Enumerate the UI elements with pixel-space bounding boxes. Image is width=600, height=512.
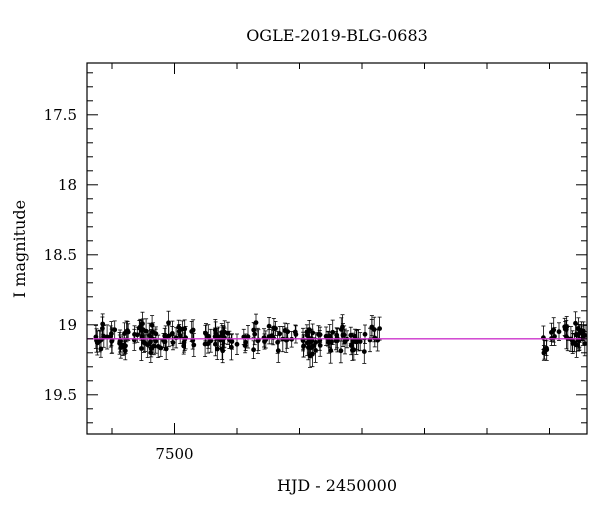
y-tick-label: 18: [58, 176, 77, 194]
y-tick-label: 19.5: [44, 386, 77, 404]
data-point: [317, 343, 323, 348]
data-point: [122, 348, 128, 354]
y-tick-label: 18.5: [44, 246, 77, 264]
data-point: [109, 338, 115, 344]
data-point: [576, 326, 581, 331]
data-point: [338, 327, 344, 332]
data-point: [369, 325, 375, 330]
data-point: [149, 322, 155, 328]
data-point: [205, 341, 211, 347]
x-tick-label: 7500: [155, 445, 193, 463]
data-point: [253, 320, 259, 325]
data-point: [572, 340, 577, 346]
data-point: [163, 334, 169, 340]
data-point: [551, 327, 557, 333]
data-point: [361, 349, 367, 354]
data-point: [177, 333, 183, 338]
data-point: [310, 351, 315, 357]
data-point: [301, 344, 306, 349]
data-point: [285, 329, 291, 335]
data-point: [181, 343, 187, 349]
data-point: [169, 331, 175, 337]
data-point: [541, 350, 547, 356]
data-point: [229, 339, 235, 344]
data-point: [158, 345, 164, 351]
data-point: [275, 348, 281, 354]
data-point: [182, 326, 188, 332]
data-point: [98, 346, 104, 352]
data-point: [125, 329, 131, 335]
y-tick-label: 17.5: [44, 106, 77, 124]
data-point: [251, 347, 256, 353]
y-axis-title: I magnitude: [10, 200, 29, 298]
data-point: [170, 340, 176, 345]
data-point: [252, 331, 258, 337]
data-point: [166, 320, 171, 326]
data-point: [234, 341, 240, 347]
data-point: [191, 342, 197, 348]
y-tick-label: 19: [58, 316, 77, 334]
data-point: [582, 341, 588, 346]
data-point: [219, 330, 225, 335]
data-point: [556, 329, 562, 335]
data-point: [143, 328, 149, 334]
data-point: [132, 332, 137, 337]
data-point: [190, 327, 196, 333]
axis-ticks: [87, 63, 587, 434]
data-point: [176, 329, 182, 334]
data-point: [292, 329, 298, 335]
data-point: [94, 340, 100, 346]
data-point: [251, 327, 257, 333]
data-point: [266, 323, 272, 329]
plot-area: [87, 310, 588, 368]
data-point: [350, 339, 356, 344]
x-axis-title: HJD - 2450000: [277, 476, 397, 495]
data-point: [562, 324, 568, 330]
data-point: [340, 332, 346, 338]
plot-frame: [86, 62, 588, 435]
data-point: [328, 348, 334, 353]
data-point: [208, 338, 214, 344]
data-point: [352, 333, 358, 339]
data-point: [313, 348, 318, 353]
data-point: [141, 340, 147, 345]
data-point: [329, 339, 334, 345]
data-point: [300, 337, 306, 342]
chart-title: OGLE-2019-BLG-0683: [246, 26, 428, 45]
data-point: [213, 331, 219, 336]
data-point: [266, 334, 272, 339]
data-point: [362, 331, 368, 337]
data-point: [220, 348, 226, 354]
data-point: [151, 343, 157, 349]
observation-points: [93, 310, 588, 368]
data-point: [148, 350, 154, 356]
data-point: [334, 332, 340, 338]
data-point: [327, 333, 333, 339]
data-point: [304, 340, 310, 346]
data-point: [139, 327, 144, 333]
data-point: [273, 326, 278, 331]
data-point: [338, 348, 344, 354]
data-point: [112, 327, 118, 333]
data-point: [100, 321, 106, 327]
data-point: [245, 334, 251, 340]
data-point: [153, 338, 159, 344]
data-point: [277, 331, 283, 337]
data-point: [348, 332, 354, 338]
data-point: [117, 339, 123, 345]
data-point: [579, 330, 585, 336]
data-point: [317, 332, 323, 338]
data-point: [139, 346, 144, 351]
data-point: [150, 329, 156, 335]
data-point: [229, 344, 234, 350]
data-point: [310, 330, 316, 336]
data-point: [377, 326, 382, 331]
data-point: [148, 339, 153, 345]
data-point: [275, 339, 280, 345]
